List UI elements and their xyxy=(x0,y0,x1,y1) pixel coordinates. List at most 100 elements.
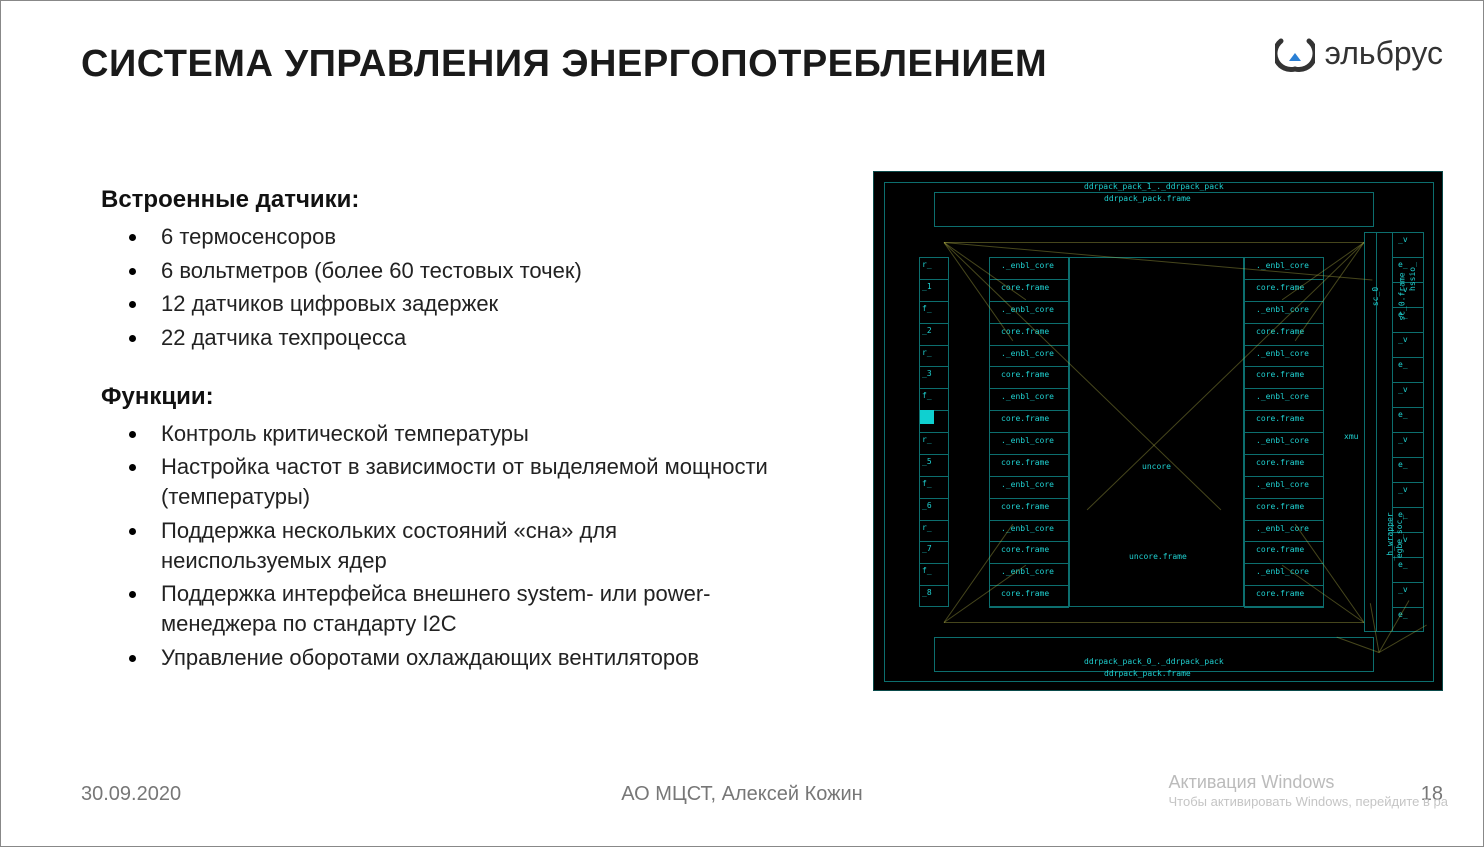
diagram-label: e_ xyxy=(1398,260,1408,269)
diagram-label: ddrpack_pack_0_._ddrpack_pack xyxy=(1084,657,1224,666)
diagram-line xyxy=(1244,257,1324,258)
diagram-label: ._enbl_core xyxy=(1001,261,1054,270)
diagram-label: _v xyxy=(1398,235,1408,244)
diagram-line xyxy=(919,279,949,280)
diagram-line xyxy=(919,323,949,324)
diagram-label: uncore xyxy=(1142,462,1171,471)
diagram-line xyxy=(1244,410,1324,411)
diagram-label: core.frame xyxy=(1001,458,1049,467)
diagram-label: ._enbl_core xyxy=(1001,480,1054,489)
list-item: 6 вольтметров (более 60 тестовых точек) xyxy=(101,256,781,286)
diagram-line xyxy=(989,607,1069,608)
diagram-label: ._enbl_core xyxy=(1001,436,1054,445)
footer-page: 18 xyxy=(1421,783,1443,806)
diagram-label: ._enbl_core xyxy=(1001,392,1054,401)
diagram-label: _v xyxy=(1398,385,1408,394)
diagram-label: _v xyxy=(1398,585,1408,594)
diagram-line xyxy=(919,257,949,258)
diagram-label: core.frame xyxy=(1001,370,1049,379)
diagram-label: ddrpack_pack.frame xyxy=(1104,194,1191,203)
diagram-label: core.frame xyxy=(1256,502,1304,511)
diagram-line xyxy=(1392,232,1424,233)
list-item: 6 термосенсоров xyxy=(101,222,781,252)
diagram-label: core.frame xyxy=(1001,589,1049,598)
diagram-label: r_ xyxy=(922,523,932,532)
diagram-label: ddrpack_pack.frame xyxy=(1104,669,1191,678)
diagram-line xyxy=(919,498,949,499)
list-item: Управление оборотами охлаждающих вентиля… xyxy=(101,643,781,673)
diagram-label: ._enbl_core xyxy=(1256,305,1309,314)
diagram-line xyxy=(1244,454,1324,455)
diagram-label: ._enbl_core xyxy=(1256,349,1309,358)
diagram-label: core.frame xyxy=(1256,545,1304,554)
diagram-line xyxy=(919,541,949,542)
diagram-line xyxy=(989,279,1069,280)
diagram-line xyxy=(1244,388,1324,389)
diagram-label: core.frame xyxy=(1001,502,1049,511)
diagram-label: _v xyxy=(1398,335,1408,344)
diagram-label: ._enbl_core xyxy=(1001,349,1054,358)
diagram-line xyxy=(919,563,949,564)
diagram-line xyxy=(919,388,949,389)
diagram-label: core.frame xyxy=(1001,414,1049,423)
diagram-label: ._enbl_core xyxy=(1256,567,1309,576)
diagram-line xyxy=(919,345,949,346)
diagram-accent xyxy=(920,410,934,424)
diagram-label: xmu xyxy=(1344,432,1358,441)
diagram-line xyxy=(1244,476,1324,477)
diagram-label: _1 xyxy=(922,282,932,291)
diagram-line xyxy=(1392,257,1424,258)
diagram-label: core.frame xyxy=(1001,545,1049,554)
diagram-line xyxy=(989,563,1069,564)
diagram-line xyxy=(1244,432,1324,433)
diagram-line xyxy=(989,498,1069,499)
diagram-line xyxy=(989,432,1069,433)
diagram-label: r_ xyxy=(922,435,932,444)
diagram-label: f_ xyxy=(922,479,932,488)
diagram-ray xyxy=(944,242,1364,243)
diagram-line xyxy=(919,585,949,586)
diagram-line xyxy=(919,454,949,455)
diagram-line xyxy=(1244,366,1324,367)
diagram-line xyxy=(1392,407,1424,408)
content-area: Встроенные датчики: 6 термосенсоров 6 вол… xyxy=(101,186,781,702)
diagram-line xyxy=(1244,607,1324,608)
diagram-line xyxy=(1392,332,1424,333)
floorplan-diagram: ddrpack_pack_1_._ddrpack_pack ddrpack_pac… xyxy=(873,171,1443,691)
list-item: Настройка частот в зависимости от выделя… xyxy=(101,452,781,511)
diagram-label: sc_0 xyxy=(1371,287,1380,306)
list-item: 12 датчиков цифровых задержек xyxy=(101,289,781,319)
diagram-line xyxy=(919,520,949,521)
diagram-label: ._enbl_core xyxy=(1256,392,1309,401)
diagram-label: _2 xyxy=(922,326,932,335)
diagram-line xyxy=(989,257,1069,258)
diagram-label: e_ xyxy=(1398,410,1408,419)
list-item: Контроль критической температуры xyxy=(101,419,781,449)
diagram-label: e_ xyxy=(1398,560,1408,569)
diagram-label: e_ xyxy=(1398,360,1408,369)
brand-logo: эльбрус xyxy=(1275,33,1443,73)
slide-title: СИСТЕМА УПРАВЛЕНИЯ ЭНЕРГОПОТРЕБЛЕНИЕМ xyxy=(81,43,1047,86)
diagram-line xyxy=(989,301,1069,302)
diagram-label: ddrpack_pack_1_._ddrpack_pack xyxy=(1084,182,1224,191)
diagram-label: hssio_ xyxy=(1408,262,1417,291)
diagram-label: f_ xyxy=(922,566,932,575)
diagram-label: _7 xyxy=(922,544,932,553)
diagram-label: core.frame xyxy=(1256,458,1304,467)
diagram-line xyxy=(1392,382,1424,383)
diagram-line xyxy=(919,366,949,367)
list-item: Поддержка интерфейса внешнего system- ил… xyxy=(101,579,781,638)
diagram-line xyxy=(989,345,1069,346)
diagram-label: _v xyxy=(1398,435,1408,444)
functions-heading: Функции: xyxy=(101,383,781,411)
list-item: 22 датчика техпроцесса xyxy=(101,323,781,353)
footer-center: АО МЦСТ, Алексей Кожин xyxy=(1,783,1483,806)
diagram-line xyxy=(1392,507,1424,508)
diagram-label: _v xyxy=(1398,485,1408,494)
diagram-line xyxy=(989,585,1069,586)
diagram-line xyxy=(1244,498,1324,499)
diagram-line xyxy=(1244,563,1324,564)
diagram-line xyxy=(919,432,949,433)
diagram-label: r_ xyxy=(922,260,932,269)
sensors-heading: Встроенные датчики: xyxy=(101,186,781,214)
